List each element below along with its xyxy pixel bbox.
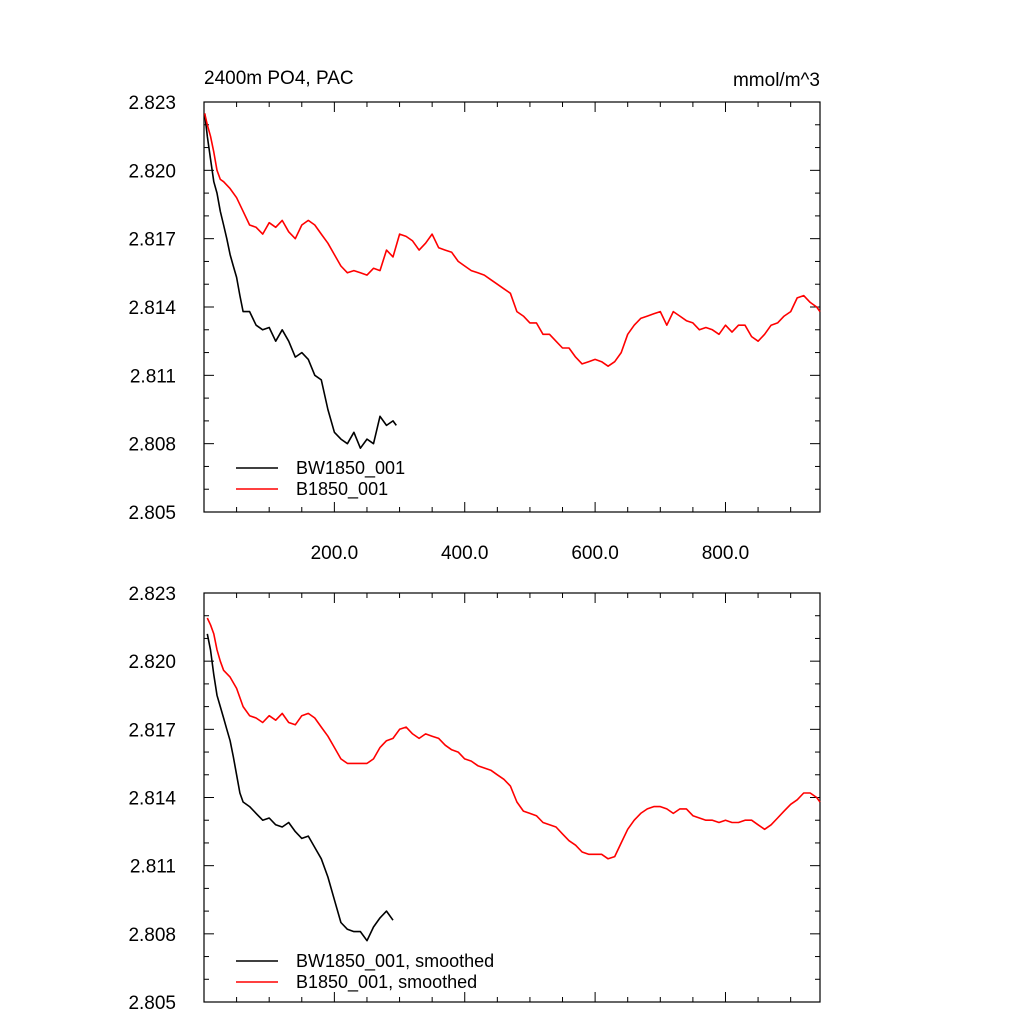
top-panel: 2.805 2.808 2.811 2.814 2.817 2.820 2.823 200.0… bbox=[128, 93, 821, 564]
series-line bbox=[206, 633, 394, 942]
plot-title: 2400m PO4, PAC bbox=[204, 68, 354, 89]
units-label: mmol/m^3 bbox=[733, 70, 820, 91]
y-tick-label: 2.811 bbox=[130, 857, 176, 878]
series-line bbox=[206, 617, 821, 860]
y-tick-label: 2.820 bbox=[128, 161, 176, 182]
series-line bbox=[203, 113, 821, 368]
bottom-panel: 2.805 2.808 2.811 2.814 2.817 2.820 2.823 BW185… bbox=[128, 584, 821, 1014]
y-tick-label: 2.817 bbox=[128, 230, 176, 251]
y-tick-label: 2.811 bbox=[130, 366, 176, 387]
legend-label: BW1850_001, smoothed bbox=[296, 951, 494, 972]
y-tick-label: 2.814 bbox=[128, 789, 176, 810]
legend-label: B1850_001 bbox=[296, 479, 388, 500]
y-tick-label: 2.820 bbox=[128, 652, 176, 673]
legend-label: BW1850_001 bbox=[296, 458, 405, 479]
y-tick-label: 2.814 bbox=[128, 298, 176, 319]
y-tick-label: 2.823 bbox=[128, 584, 176, 605]
y-tick-label: 2.823 bbox=[128, 93, 176, 114]
y-tick-label: 2.805 bbox=[128, 503, 176, 524]
y-tick-label: 2.808 bbox=[128, 435, 176, 456]
y-tick-label: 2.808 bbox=[128, 925, 176, 946]
plot-frame bbox=[203, 101, 821, 513]
x-tick-label: 200.0 bbox=[311, 543, 359, 564]
y-tick-label: 2.805 bbox=[128, 993, 176, 1014]
series-line bbox=[203, 113, 397, 450]
legend-label: B1850_001, smoothed bbox=[296, 972, 477, 993]
plot-frame bbox=[203, 592, 821, 1003]
x-tick-label: 400.0 bbox=[441, 543, 489, 564]
y-tick-label: 2.817 bbox=[128, 720, 176, 741]
x-tick-label: 800.0 bbox=[702, 543, 750, 564]
x-tick-label: 600.0 bbox=[571, 543, 619, 564]
